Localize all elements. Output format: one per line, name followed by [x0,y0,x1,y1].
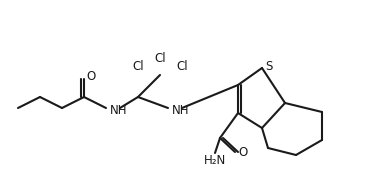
Text: O: O [238,147,248,159]
Text: S: S [265,60,273,74]
Text: Cl: Cl [154,52,166,64]
Text: Cl: Cl [176,60,188,74]
Text: NH: NH [172,104,190,118]
Text: Cl: Cl [132,60,144,74]
Text: NH: NH [110,104,128,118]
Text: H₂N: H₂N [204,153,226,167]
Text: O: O [86,70,96,84]
